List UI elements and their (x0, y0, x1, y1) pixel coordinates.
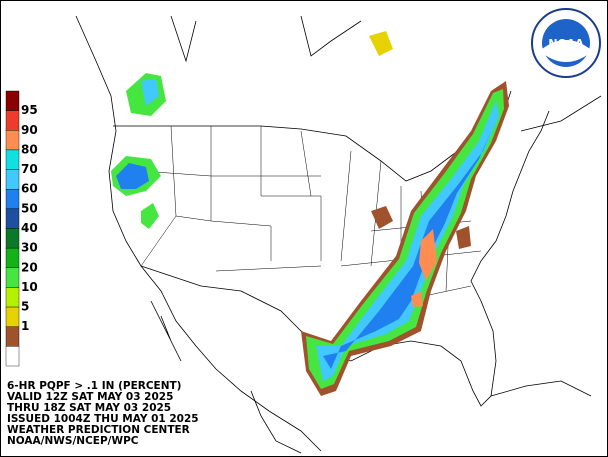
legend-label: 95 (21, 103, 38, 117)
legend-swatch (5, 169, 20, 190)
info-line: NOAA/NWS/NCEP/WPC (7, 435, 139, 447)
legend-label: 90 (21, 123, 38, 137)
info-line: WEATHER PREDICTION CENTER (7, 424, 190, 436)
legend-swatch (5, 149, 20, 170)
legend-swatch (5, 110, 20, 131)
legend-swatch (5, 90, 20, 111)
precip-areas (111, 31, 509, 396)
legend-swatch (5, 267, 20, 288)
legend-label: 60 (21, 182, 38, 196)
legend-swatch (5, 306, 20, 327)
legend-label: 10 (21, 280, 38, 294)
legend-swatch (5, 228, 20, 249)
legend-swatch (5, 189, 20, 210)
legend-label: 5 (21, 300, 29, 314)
legend-swatch (5, 287, 20, 308)
legend-label: 70 (21, 162, 38, 176)
legend: 95 90 80 70 60 50 40 30 20 10 5 1 (5, 90, 38, 367)
logo-text: NOAA (548, 37, 584, 50)
legend-label: 30 (21, 241, 38, 255)
legend-label: 40 (21, 221, 38, 235)
legend-label: 50 (21, 201, 38, 215)
legend-swatch (5, 130, 20, 151)
legend-label: 1 (21, 319, 29, 333)
info-line: THRU 18Z SAT MAY 03 2025 (7, 402, 171, 414)
legend-swatch (5, 247, 20, 268)
noaa-logo: NOAA (531, 8, 601, 78)
legend-swatch (5, 346, 20, 367)
info-line: 6-HR PQPF > .1 IN (PERCENT) (7, 380, 181, 392)
legend-label: 20 (21, 260, 38, 274)
info-line: VALID 12Z SAT MAY 03 2025 (7, 391, 173, 403)
legend-label: 80 (21, 142, 38, 156)
legend-swatch (5, 326, 20, 347)
legend-swatch (5, 208, 20, 229)
info-line: ISSUED 1004Z THU MAY 01 2025 (7, 413, 199, 425)
info-text: 6-HR PQPF > .1 IN (PERCENT)VALID 12Z SAT… (7, 380, 199, 447)
